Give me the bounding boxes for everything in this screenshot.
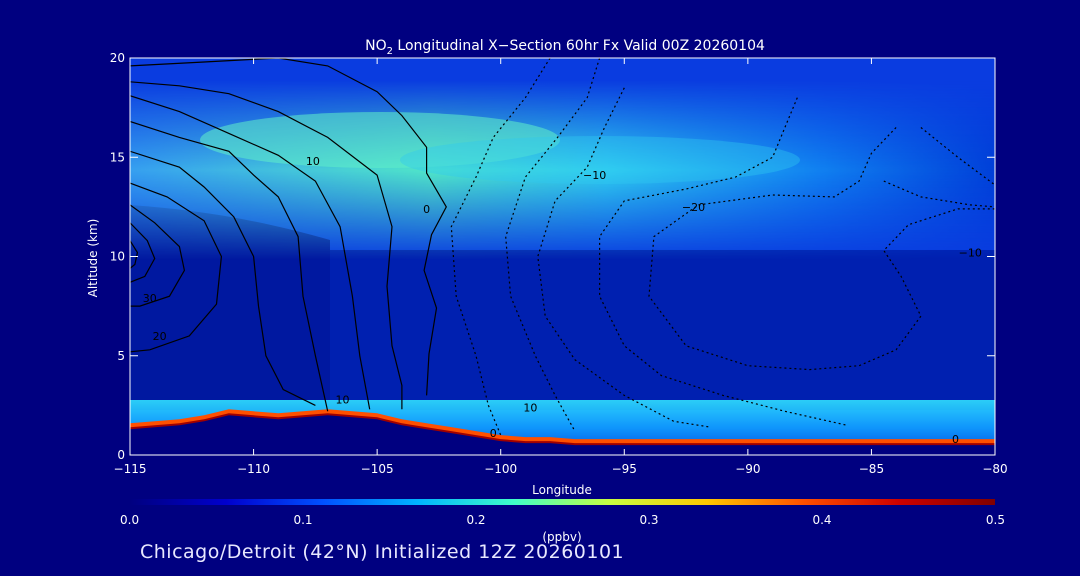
colorbar <box>130 499 995 505</box>
y-tick-label: 10 <box>110 250 125 264</box>
contour-label: 20 <box>153 330 167 343</box>
contour-line-positive <box>130 182 223 353</box>
x-tick-label: −100 <box>484 462 517 476</box>
colorbar-tick-label: 0.1 <box>293 513 312 527</box>
contour-line-negative <box>648 127 995 371</box>
y-tick-label: 20 <box>110 51 125 65</box>
contour-label: 0 <box>423 203 430 216</box>
contour-label: 30 <box>143 292 157 305</box>
colorbar-tick-label: 0.0 <box>120 513 139 527</box>
y-tick-label: 5 <box>117 349 125 363</box>
x-axis-label: Longitude <box>532 483 592 497</box>
upper-max-blob-2 <box>400 136 800 184</box>
plot-area: 10 0 −10 −20 −10 30 20 10 10 0 0 <box>130 58 995 455</box>
contour-line-negative <box>599 97 847 426</box>
contour-line-positive <box>130 240 139 269</box>
x-tick-label: −105 <box>361 462 394 476</box>
contour-label: −10 <box>583 169 606 182</box>
contour-line-positive <box>130 120 329 412</box>
contour-labels: 10 0 −10 −20 −10 30 20 10 10 0 0 <box>143 155 982 446</box>
contour-line-positive <box>130 95 371 410</box>
x-tick-label: −85 <box>859 462 884 476</box>
contour-line-positive <box>130 81 403 410</box>
contour-lines <box>130 58 995 436</box>
contour-line-negative <box>920 127 995 186</box>
x-axis: −115 −110 −105 −100 −95 −90 −85 −80 <box>114 58 1008 476</box>
upper-max-blob <box>200 112 560 168</box>
x-tick-label: −90 <box>735 462 760 476</box>
colorbar-tick-label: 0.2 <box>466 513 485 527</box>
contour-label: 0 <box>952 433 959 446</box>
x-tick-label: −115 <box>114 462 147 476</box>
contour-line-positive <box>130 150 316 406</box>
contour-line-positive <box>130 204 186 307</box>
contour-label: 0 <box>490 427 497 440</box>
colorbar-tick-label: 0.5 <box>986 513 1005 527</box>
contour-label: −20 <box>682 201 705 214</box>
y-tick-label: 15 <box>110 150 125 164</box>
contour-line-negative <box>883 180 995 208</box>
colorbar-tick-label: 0.4 <box>812 513 831 527</box>
contour-line-negative <box>450 58 551 436</box>
x-tick-label: −95 <box>612 462 637 476</box>
colorbar-tick-label: 0.3 <box>639 513 658 527</box>
contour-line-negative <box>537 87 711 428</box>
contour-line-positive <box>130 58 447 396</box>
contour-label: 10 <box>306 155 320 168</box>
contour-label: 10 <box>336 393 350 406</box>
colorbar-ticks: 0.0 0.1 0.2 0.3 0.4 0.5 <box>120 513 1005 527</box>
terrain-layer <box>130 409 995 455</box>
contour-label: 10 <box>523 401 537 414</box>
contour-label: −10 <box>959 247 982 260</box>
y-axis-label: Altitude (km) <box>86 219 100 298</box>
footer-caption: Chicago/Detroit (42°N) Initialized 12Z 2… <box>140 541 625 563</box>
x-tick-label: −110 <box>237 462 270 476</box>
terrain-ground <box>130 415 995 455</box>
chart-title: NO2 Longitudinal X−Section 60hr Fx Valid… <box>365 38 765 57</box>
y-tick-label: 0 <box>117 448 125 462</box>
colorbar-unit-label: (ppbv) <box>542 530 581 544</box>
y-axis: 0 5 10 15 20 <box>110 51 995 462</box>
x-tick-label: −80 <box>982 462 1007 476</box>
contour-line-positive <box>130 222 156 283</box>
upper-no2-band <box>130 70 995 260</box>
